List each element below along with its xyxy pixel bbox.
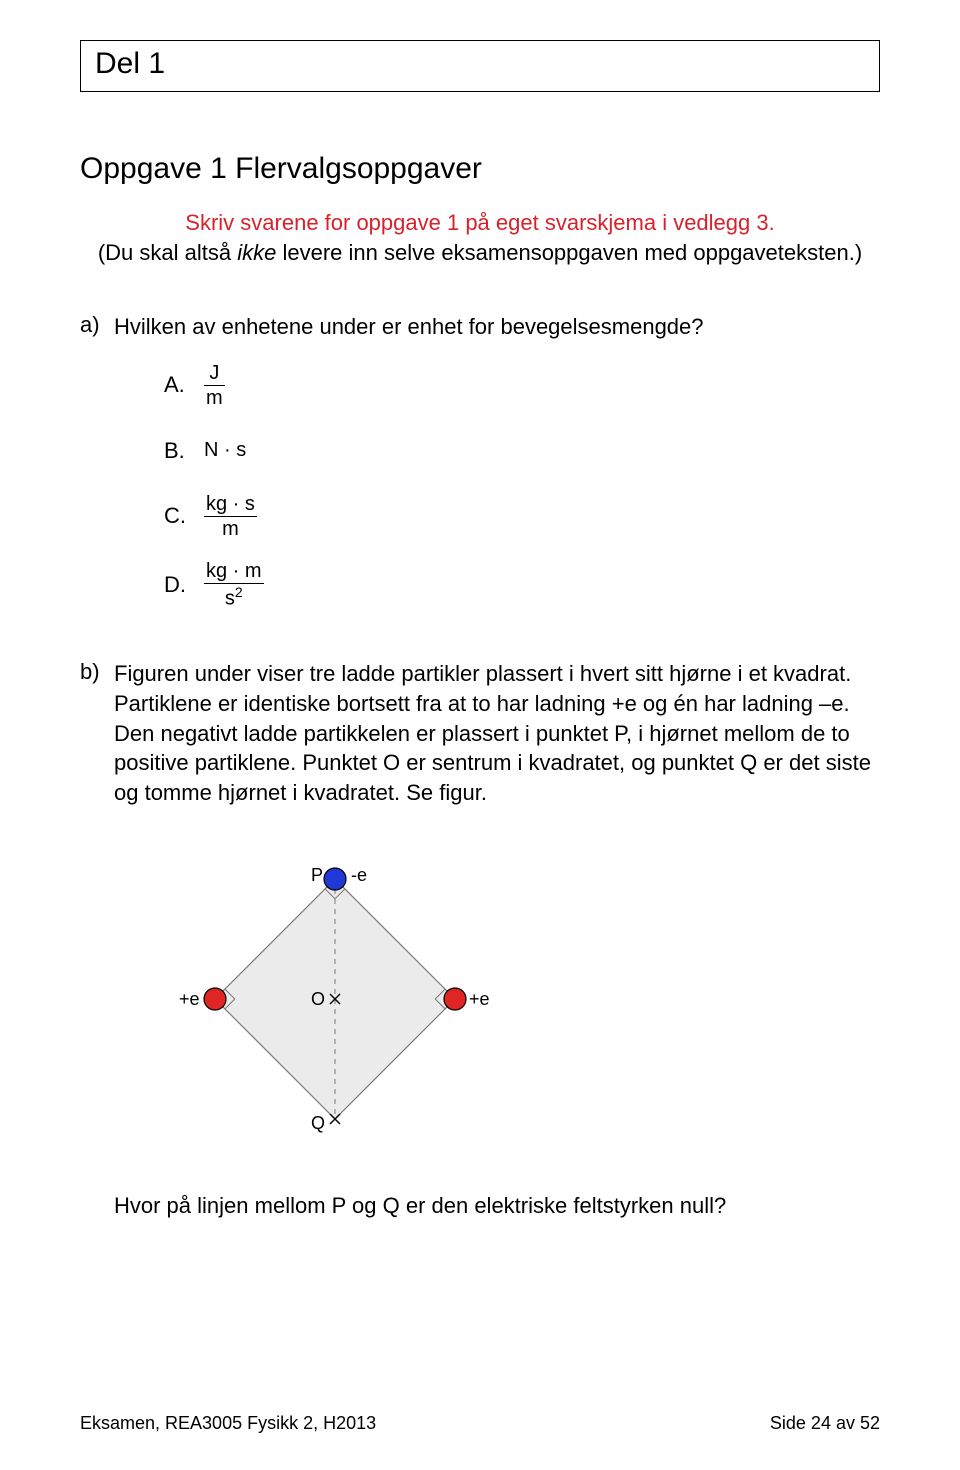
- task-rest: Flervalgsoppgaver: [227, 152, 482, 185]
- svg-text:+e: +e: [179, 989, 200, 1009]
- sub-instr-prefix: (Du skal altså: [98, 240, 237, 265]
- qa-text: Hvilken av enhetene under er enhet for b…: [114, 312, 880, 342]
- svg-text:Q: Q: [311, 1113, 325, 1133]
- option-b: B. N · s: [164, 429, 880, 473]
- page-footer: Eksamen, REA3005 Fysikk 2, H2013 Side 24…: [80, 1413, 880, 1434]
- question-b: b) Figuren under viser tre ladde partikl…: [80, 659, 880, 807]
- task-number: Oppgave 1: [80, 152, 227, 185]
- option-c-letter: C.: [164, 503, 204, 529]
- footer-left: Eksamen, REA3005 Fysikk 2, H2013: [80, 1413, 376, 1434]
- svg-text:-e: -e: [351, 865, 367, 885]
- sub-instruction: (Du skal altså ikke levere inn selve eks…: [80, 240, 880, 266]
- svg-text:P: P: [311, 865, 323, 885]
- option-a-expr: J m: [204, 362, 225, 409]
- option-a-letter: A.: [164, 372, 204, 398]
- qa-options: A. J m B. N · s C. kg · s m D. kg · m: [164, 362, 880, 610]
- footer-right: Side 24 av 52: [770, 1413, 880, 1434]
- qb-followup: Hvor på linjen mellom P og Q er den elek…: [114, 1193, 880, 1219]
- qa-letter: a): [80, 312, 114, 342]
- option-b-expr: N · s: [204, 439, 246, 462]
- qb-letter: b): [80, 659, 114, 807]
- red-instruction: Skriv svarene for oppgave 1 på eget svar…: [80, 210, 880, 236]
- qb-text: Figuren under viser tre ladde partikler …: [114, 659, 880, 807]
- section-title-box: Del 1: [80, 40, 880, 92]
- option-d: D. kg · m s2: [164, 560, 880, 610]
- svg-text:+e: +e: [469, 989, 490, 1009]
- question-a: a) Hvilken av enhetene under er enhet fo…: [80, 312, 880, 342]
- charge-diagram: P -e +e +e O Q: [170, 834, 880, 1169]
- sub-instr-suffix: levere inn selve eksamensoppgaven med op…: [276, 240, 862, 265]
- option-d-expr: kg · m s2: [204, 560, 264, 610]
- diagram-svg: P -e +e +e O Q: [170, 834, 500, 1164]
- task-heading: Oppgave 1 Flervalgsoppgaver: [80, 152, 880, 186]
- sub-instr-italic: ikke: [237, 240, 276, 265]
- option-a: A. J m: [164, 362, 880, 409]
- option-c-expr: kg · s m: [204, 493, 257, 540]
- option-d-letter: D.: [164, 572, 204, 598]
- section-title: Del 1: [95, 47, 165, 80]
- svg-text:O: O: [311, 989, 325, 1009]
- option-c: C. kg · s m: [164, 493, 880, 540]
- option-b-letter: B.: [164, 438, 204, 464]
